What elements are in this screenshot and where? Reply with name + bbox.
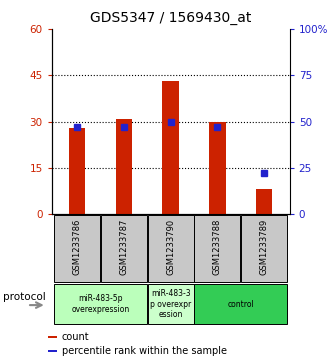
Text: count: count bbox=[62, 332, 90, 342]
Bar bbox=[69, 128, 86, 214]
Bar bbox=[48, 336, 57, 338]
Bar bbox=[54, 284, 147, 325]
Text: GSM1233790: GSM1233790 bbox=[166, 219, 175, 276]
Bar bbox=[148, 284, 193, 325]
Bar bbox=[163, 82, 179, 214]
Bar bbox=[256, 189, 272, 214]
Text: protocol: protocol bbox=[3, 292, 46, 302]
Text: percentile rank within the sample: percentile rank within the sample bbox=[62, 346, 227, 356]
Text: GSM1233786: GSM1233786 bbox=[73, 219, 82, 276]
Bar bbox=[209, 122, 225, 214]
Bar bbox=[101, 215, 147, 282]
Bar bbox=[54, 215, 100, 282]
Bar bbox=[194, 284, 287, 325]
Bar bbox=[241, 215, 287, 282]
Bar bbox=[194, 215, 240, 282]
Text: miR-483-5p
overexpression: miR-483-5p overexpression bbox=[72, 294, 130, 314]
Text: miR-483-3
p overexpr
ession: miR-483-3 p overexpr ession bbox=[150, 289, 191, 319]
Bar bbox=[148, 215, 193, 282]
Text: GSM1233788: GSM1233788 bbox=[213, 219, 222, 276]
Text: GSM1233787: GSM1233787 bbox=[120, 219, 129, 276]
Bar bbox=[116, 118, 132, 214]
Text: GSM1233789: GSM1233789 bbox=[259, 219, 268, 276]
Text: control: control bbox=[227, 299, 254, 309]
Title: GDS5347 / 1569430_at: GDS5347 / 1569430_at bbox=[90, 11, 251, 25]
Bar bbox=[48, 350, 57, 352]
